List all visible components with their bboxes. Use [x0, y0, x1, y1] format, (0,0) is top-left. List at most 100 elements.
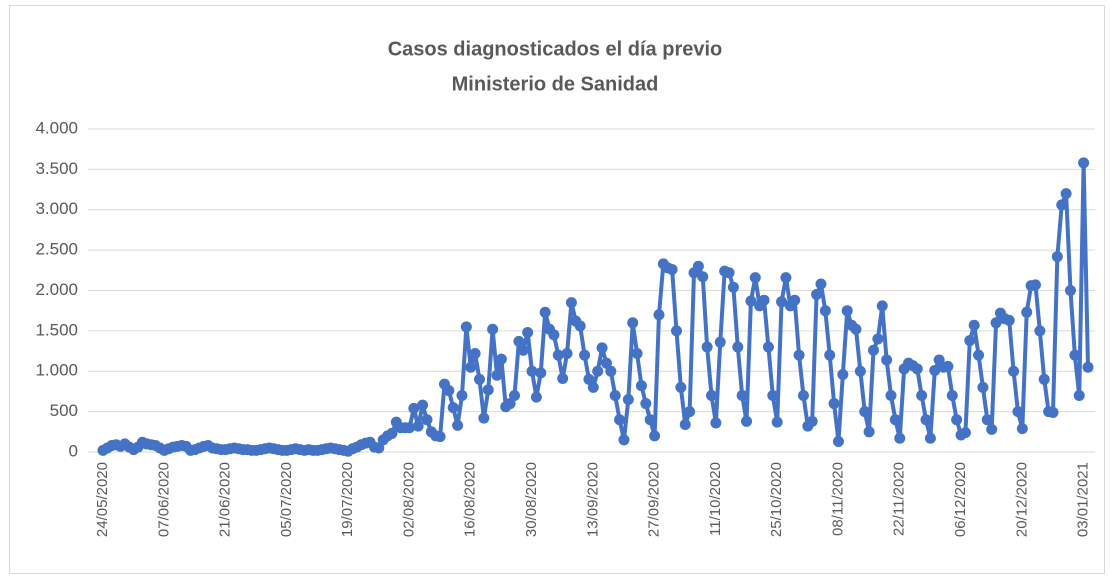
data-point	[1078, 157, 1090, 169]
data-point	[859, 406, 871, 418]
data-point	[1012, 406, 1024, 418]
data-point	[1003, 314, 1015, 326]
data-point	[478, 412, 490, 424]
data-point	[675, 381, 687, 393]
data-point	[513, 335, 525, 347]
data-point	[640, 398, 652, 410]
x-tick-label: 02/08/2020	[400, 462, 417, 537]
x-tick-label: 11/10/2020	[707, 462, 724, 536]
x-tick-label: 19/07/2020	[339, 462, 356, 537]
data-point	[1051, 251, 1063, 263]
y-tick-label: 2.500	[35, 240, 78, 259]
data-point	[561, 347, 573, 359]
data-point	[797, 389, 809, 401]
data-point	[653, 309, 665, 321]
x-tick-label: 06/12/2020	[952, 462, 969, 537]
data-point	[587, 381, 599, 393]
data-point	[881, 354, 893, 366]
data-point	[408, 402, 420, 414]
data-point	[863, 426, 875, 438]
data-point	[473, 373, 485, 385]
data-point	[1021, 306, 1033, 318]
data-point	[710, 417, 722, 429]
data-point	[465, 361, 477, 373]
y-tick-label: 3.000	[35, 199, 78, 218]
data-point	[666, 264, 678, 276]
data-point	[592, 365, 604, 377]
data-point	[968, 319, 980, 331]
data-point	[684, 406, 696, 418]
data-point	[924, 432, 936, 444]
y-tick-label: 1.000	[35, 361, 78, 380]
data-point	[854, 365, 866, 377]
data-point	[1029, 279, 1041, 291]
x-tick-label: 08/11/2020	[829, 462, 846, 536]
data-point	[872, 333, 884, 345]
data-point	[946, 389, 958, 401]
x-tick-label: 13/09/2020	[584, 462, 601, 537]
data-point	[727, 281, 739, 293]
y-tick-label: 0	[69, 441, 78, 460]
x-tick-label: 21/06/2020	[217, 462, 234, 537]
data-point	[692, 260, 704, 272]
data-point	[447, 402, 459, 414]
data-point	[535, 367, 547, 379]
data-point	[780, 272, 792, 284]
data-point	[723, 267, 735, 279]
y-tick-label: 500	[50, 401, 78, 420]
data-point	[1034, 325, 1046, 337]
data-point	[434, 431, 446, 443]
data-point	[876, 300, 888, 312]
data-point	[579, 349, 591, 361]
x-tick-label: 07/06/2020	[155, 462, 172, 537]
data-point	[1064, 285, 1076, 296]
data-point	[824, 349, 836, 361]
data-point	[885, 389, 897, 401]
data-point	[981, 414, 993, 426]
data-point	[614, 414, 626, 426]
data-point	[670, 325, 682, 337]
data-point	[942, 360, 954, 372]
data-point	[509, 389, 521, 401]
data-point	[841, 305, 853, 317]
data-point	[605, 365, 617, 377]
data-point	[964, 335, 976, 347]
data-point	[793, 349, 805, 361]
x-tick-label: 27/09/2020	[646, 462, 663, 537]
data-point	[644, 414, 656, 426]
data-point	[1069, 349, 1081, 361]
data-point	[837, 368, 849, 380]
data-point	[959, 427, 971, 439]
data-point	[806, 415, 818, 427]
y-tick-label: 2.000	[35, 280, 78, 299]
data-point	[951, 414, 963, 426]
data-point	[609, 389, 621, 401]
x-tick-label: 24/05/2020	[94, 462, 111, 537]
y-tick-label: 3.500	[35, 159, 78, 178]
data-point	[1060, 188, 1072, 200]
data-point	[679, 419, 691, 431]
data-point	[749, 272, 761, 284]
y-tick-label: 4.000	[35, 118, 78, 137]
data-point	[762, 341, 774, 353]
data-point	[565, 297, 577, 309]
data-point	[732, 341, 744, 353]
data-point	[741, 415, 753, 427]
data-point	[504, 398, 516, 410]
data-point	[443, 385, 455, 397]
data-point	[990, 317, 1002, 329]
data-point	[548, 329, 560, 341]
y-tick-label: 1.500	[35, 320, 78, 339]
data-point	[469, 347, 481, 359]
data-point	[819, 305, 831, 317]
data-point	[522, 326, 534, 338]
data-point	[600, 357, 612, 369]
x-tick-label: 25/10/2020	[768, 462, 785, 537]
data-point	[771, 416, 783, 428]
data-point	[714, 336, 726, 348]
data-point	[977, 381, 989, 393]
data-point	[828, 398, 840, 410]
data-point	[530, 391, 542, 403]
data-point	[811, 289, 823, 301]
chart-title: Casos diagnosticados el día previo	[388, 38, 723, 60]
